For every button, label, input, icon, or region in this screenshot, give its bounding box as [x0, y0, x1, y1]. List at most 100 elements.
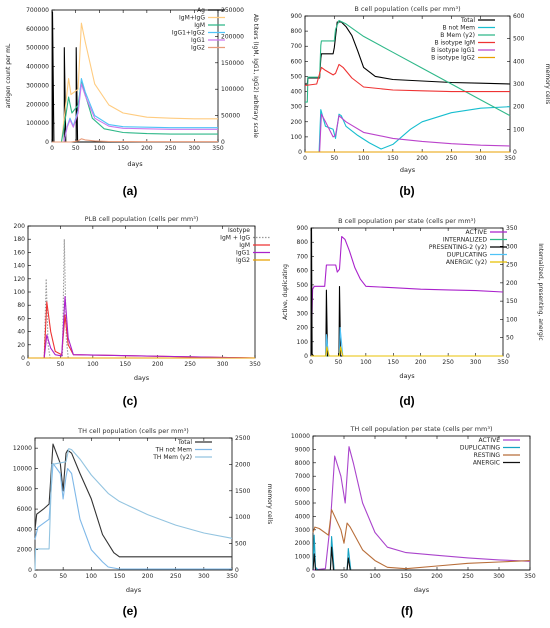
legend-label: IgG2	[191, 45, 205, 52]
y-tick-label: 12000	[13, 445, 32, 452]
legend-label: ANERGIC (y2)	[446, 259, 487, 266]
chart-title: B cell population per state (cells per m…	[338, 217, 476, 225]
panel-d: B cell population per state (cells per m…	[275, 210, 550, 420]
y2-tick-label: 150	[506, 298, 518, 305]
series-line-b-mem-y2-	[305, 19, 511, 117]
y2-tick-label: 100000	[221, 86, 244, 93]
y-tick-label: 6000	[295, 487, 310, 494]
y2-axis-label: memory cells	[266, 484, 273, 524]
y2-tick-label: 50000	[221, 113, 240, 120]
y-tick-label: 200	[291, 119, 303, 126]
y2-tick-label: 50	[506, 335, 514, 342]
x-tick-label: 0	[311, 573, 315, 580]
y2-tick-label: 1000	[235, 514, 250, 521]
plot-frame	[34, 437, 233, 571]
y2-tick-label: 200000	[221, 33, 244, 40]
y2-tick-label: 200	[513, 104, 525, 111]
legend-label: ACTIVE	[478, 437, 500, 444]
y-tick-label: 800	[297, 239, 309, 246]
y-tick-label: 8000	[295, 460, 310, 467]
panel-label-f: (f)	[401, 604, 413, 618]
y-tick-label: 1000	[295, 554, 310, 561]
panel-b: B cell population (cells per mm³) 0 50 100 1…	[275, 0, 550, 210]
x-tick-label: 100	[358, 155, 370, 162]
x-tick-label: 50	[330, 155, 338, 162]
legend-label: IgM + IgG	[220, 235, 250, 242]
y2-tick-label: 100	[506, 316, 518, 323]
y-tick-label: 10000	[291, 433, 310, 440]
legend-label: IgG1	[191, 37, 205, 44]
x-axis-label: days	[400, 166, 416, 174]
x-tick-label: 100	[86, 573, 98, 580]
series-line-duplicating	[312, 534, 530, 571]
series-line-anergic	[312, 546, 530, 571]
y2-tick-label: 300	[506, 243, 518, 250]
y-tick-label: 0	[298, 149, 302, 156]
y-axis-label: antigen count per mL	[5, 43, 12, 108]
x-tick-label: 0	[26, 361, 30, 368]
x-tick-label: 100	[369, 573, 381, 580]
y2-tick-label: 2000	[235, 461, 250, 468]
y2-tick-label: 2500	[235, 435, 250, 442]
x-tick-label: 250	[170, 573, 182, 580]
y-tick-label: 900	[291, 13, 303, 20]
legend-label: B isotype IgG1	[431, 47, 475, 54]
y2-tick-label: 0	[235, 567, 239, 574]
y-tick-label: 8000	[17, 486, 32, 493]
legend-label: Total	[460, 17, 475, 24]
y-tick-label: 100	[291, 134, 303, 141]
y-tick-label: 700000	[26, 7, 49, 14]
y2-tick-label: 200	[506, 280, 518, 287]
y2-tick-label: 100	[513, 126, 525, 133]
y-tick-label: 0	[304, 353, 308, 360]
y-tick-label: 0	[21, 355, 25, 362]
y-tick-label: 4000	[295, 513, 310, 520]
y-tick-label: 2000	[17, 547, 32, 554]
legend-title: Isotype	[228, 227, 250, 234]
series-line-th-mem-y2-	[34, 448, 233, 571]
panel-label-e: (e)	[122, 604, 138, 618]
legend-label: IgG2	[236, 257, 250, 264]
y-tick-label: 100	[14, 289, 26, 296]
series-line-th-not-mem	[34, 462, 232, 570]
panel-e: TH cell population (cells per mm³) 0 50 100…	[0, 420, 275, 628]
x-tick-label: 150	[114, 573, 126, 580]
x-tick-label: 100	[94, 145, 106, 152]
x-tick-label: 0	[303, 155, 307, 162]
chart-title: TH cell population (cells per mm³)	[77, 427, 189, 435]
x-tick-label: 250	[462, 573, 474, 580]
panel-f: TH cell population per state (cells per …	[275, 420, 550, 628]
y2-tick-label: 0	[506, 353, 510, 360]
x-tick-label: 250	[165, 145, 177, 152]
legend-label: TH Mem (y2)	[152, 454, 192, 461]
y2-tick-label: 350	[506, 225, 518, 232]
y-tick-label: 4000	[17, 526, 32, 533]
y-tick-label: 2000	[295, 540, 310, 547]
x-tick-label: 250	[446, 155, 458, 162]
x-tick-label: 350	[212, 145, 224, 152]
y-tick-label: 140	[14, 263, 26, 270]
x-tick-label: 350	[226, 573, 238, 580]
chart-a: 0 50 100 150 200 250 300 3500100000200000300000…	[5, 7, 259, 168]
y2-tick-label: 0	[513, 149, 517, 156]
legend-label: Total	[177, 439, 192, 446]
x-tick-label: 300	[493, 573, 505, 580]
y-tick-label: 0	[45, 139, 49, 146]
legend-label: IgM+IgG	[179, 15, 205, 22]
y2-tick-label: 400	[513, 58, 525, 65]
panel-a: 0 50 100 150 200 250 300 350 0 100000 200000 300000…	[0, 0, 275, 210]
x-tick-label: 200	[142, 573, 154, 580]
y-tick-label: 200000	[26, 101, 49, 108]
x-tick-label: 150	[400, 573, 412, 580]
y-tick-label: 0	[306, 567, 310, 574]
chart-f: TH cell population per state (cells per …	[291, 425, 536, 594]
y2-axis-label: memory cells	[544, 64, 550, 104]
y-tick-label: 300	[297, 310, 309, 317]
legend-label: B isotype IgM	[434, 40, 475, 47]
x-tick-label: 100	[87, 361, 99, 368]
y-tick-label: 9000	[295, 446, 310, 453]
x-tick-label: 150	[120, 361, 132, 368]
y-tick-label: 160	[14, 249, 26, 256]
y-tick-label: 80	[17, 302, 25, 309]
x-tick-label: 350	[504, 155, 516, 162]
